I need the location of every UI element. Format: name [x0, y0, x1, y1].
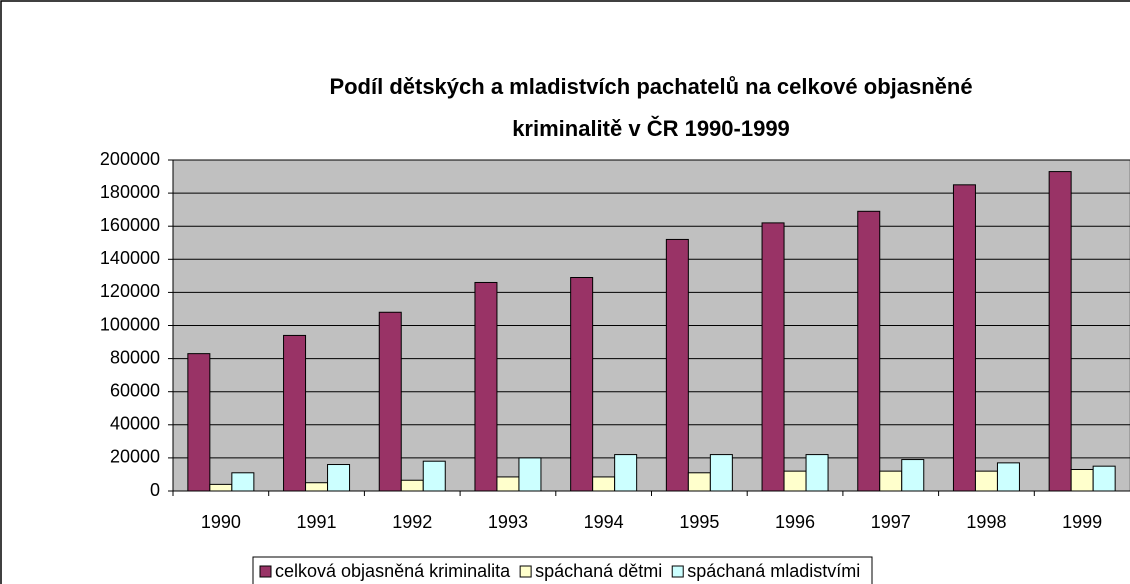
bar	[879, 470, 903, 492]
x-tick-label: 1994	[584, 512, 624, 532]
bar	[614, 454, 638, 492]
bar	[518, 457, 542, 492]
x-tick-label: 1990	[201, 512, 241, 532]
bar	[857, 210, 881, 492]
bar	[231, 472, 255, 492]
bar	[783, 470, 807, 492]
legend-label: spáchaná mladistvími	[687, 561, 860, 581]
bar	[496, 476, 520, 492]
y-tick-label: 20000	[110, 447, 160, 467]
legend-box	[252, 556, 873, 584]
bar	[187, 353, 211, 492]
bar	[1070, 468, 1094, 492]
x-tick-label: 1996	[775, 512, 815, 532]
bar	[327, 464, 351, 492]
chart-title: kriminalitě v ČR 1990-1999	[512, 116, 790, 141]
x-tick-label: 1999	[1062, 512, 1102, 532]
x-tick-label: 1991	[297, 512, 337, 532]
y-tick-label: 200000	[100, 149, 160, 169]
bar	[378, 311, 402, 492]
bar	[422, 460, 446, 492]
x-tick-label: 1993	[488, 512, 528, 532]
legend-swatch	[671, 565, 684, 578]
y-tick-label: 80000	[110, 347, 160, 367]
x-tick-label: 1992	[392, 512, 432, 532]
y-tick-label: 180000	[100, 182, 160, 202]
bar	[592, 476, 616, 492]
legend-swatch	[519, 565, 532, 578]
y-tick-label: 140000	[100, 248, 160, 268]
y-tick-label: 100000	[100, 314, 160, 334]
bar	[996, 462, 1020, 492]
y-tick-label: 120000	[100, 281, 160, 301]
bar	[805, 454, 829, 492]
bar	[400, 479, 424, 492]
bar	[974, 470, 998, 492]
chart-title: Podíl dětských a mladistvích pachatelů n…	[329, 74, 972, 99]
legend-label: spáchaná dětmi	[535, 561, 662, 581]
bar	[665, 238, 689, 492]
bar	[709, 454, 733, 492]
bar	[305, 482, 329, 492]
x-tick-label: 1997	[871, 512, 911, 532]
bar	[209, 483, 233, 492]
bar	[474, 281, 498, 492]
bar	[1048, 171, 1072, 492]
x-tick-label: 1998	[966, 512, 1006, 532]
bar	[952, 184, 976, 492]
y-tick-label: 160000	[100, 215, 160, 235]
x-tick-label: 1995	[679, 512, 719, 532]
bar	[761, 222, 785, 492]
y-tick-label: 40000	[110, 414, 160, 434]
bar	[1092, 465, 1116, 492]
bar	[570, 277, 594, 492]
bar	[901, 459, 925, 492]
legend-swatch	[259, 565, 272, 578]
bar	[283, 334, 307, 492]
y-tick-label: 60000	[110, 380, 160, 400]
y-tick-label: 0	[150, 480, 160, 500]
bar	[687, 472, 711, 492]
legend-label: celková objasněná kriminalita	[275, 561, 511, 581]
